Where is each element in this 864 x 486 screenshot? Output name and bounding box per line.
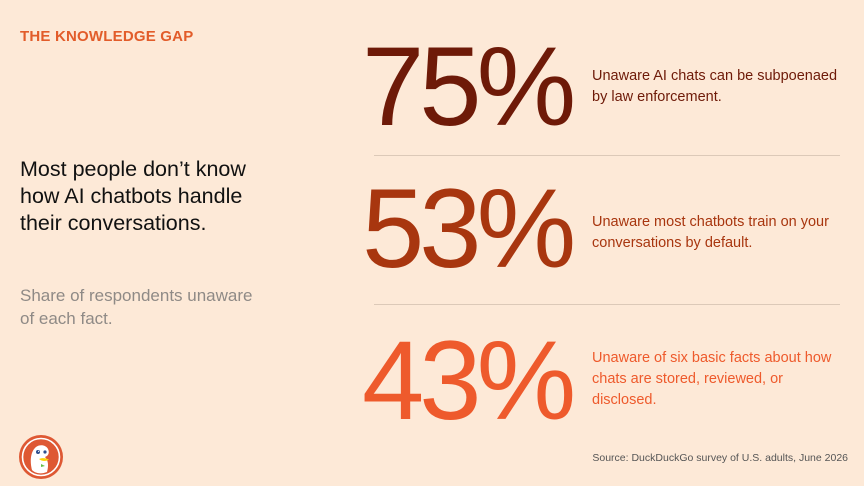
stat-row-2: 53% Unaware most chatbots train on your … bbox=[362, 164, 842, 294]
stat-row-1: 75% Unaware AI chats can be subpoenaed b… bbox=[362, 22, 842, 152]
subhead: Share of respondents unaware of each fac… bbox=[20, 286, 253, 328]
eyebrow-label: THE KNOWLEDGE GAP bbox=[20, 28, 194, 45]
stat-row-3: 43% Unaware of six basic facts about how… bbox=[362, 316, 842, 446]
headline: Most people don’t know how AI chatbots h… bbox=[20, 157, 246, 235]
divider-2 bbox=[374, 304, 840, 305]
stat-description-1: Unaware AI chats can be subpoenaed by la… bbox=[592, 68, 838, 105]
divider-1 bbox=[374, 155, 840, 156]
stat-value-2: 53% bbox=[362, 166, 576, 291]
stat-description-2: Unaware most chatbots train on your conv… bbox=[592, 214, 829, 251]
stat-value-1: 75% bbox=[362, 24, 576, 149]
stat-value-3: 43% bbox=[362, 318, 576, 443]
stat-description-3: Unaware of six basic facts about how cha… bbox=[592, 350, 832, 408]
source-note: Source: DuckDuckGo survey of U.S. adults… bbox=[592, 452, 848, 464]
logo bbox=[18, 434, 64, 480]
duckduckgo-logo-icon bbox=[19, 435, 63, 479]
